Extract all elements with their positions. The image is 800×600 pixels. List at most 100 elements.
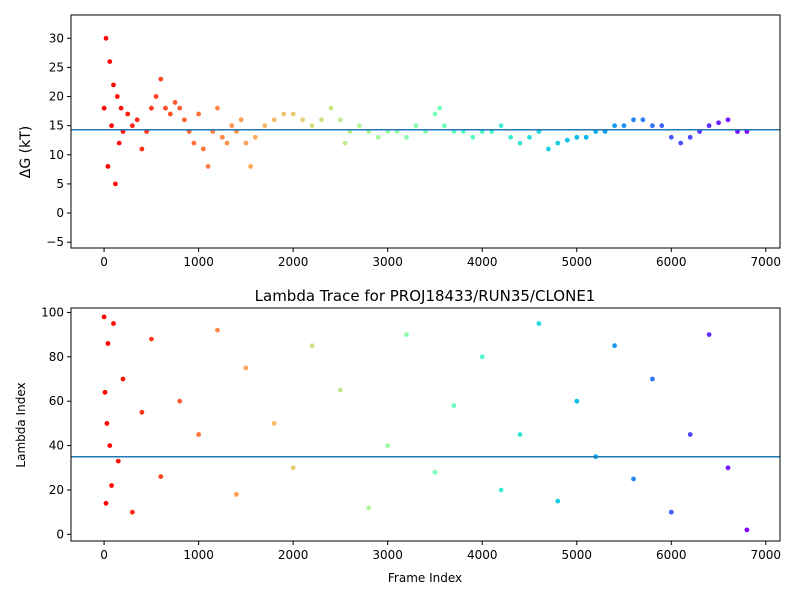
data-point	[114, 94, 120, 99]
data-point	[234, 492, 239, 497]
data-point	[139, 409, 145, 415]
data-point	[200, 146, 206, 152]
x-tick-label: 2000	[278, 548, 309, 562]
data-point	[290, 111, 296, 117]
data-point	[432, 111, 438, 117]
data-point	[120, 376, 126, 382]
data-point	[706, 123, 712, 129]
data-point	[196, 111, 202, 117]
lambda-x-label: Frame Index	[388, 571, 462, 585]
data-point	[564, 137, 570, 143]
x-tick-label: 5000	[561, 255, 592, 269]
x-tick-label: 1000	[183, 548, 214, 562]
data-point	[612, 343, 617, 349]
data-point	[149, 105, 154, 111]
x-tick-label: 2000	[278, 255, 309, 269]
data-point	[105, 341, 111, 346]
data-point	[659, 123, 665, 129]
data-point	[111, 321, 116, 326]
data-point	[479, 354, 485, 360]
y-tick-label: 40	[49, 439, 64, 453]
data-point	[338, 387, 343, 393]
x-tick-label: 5000	[561, 548, 592, 562]
data-point	[631, 117, 636, 123]
data-point	[101, 105, 107, 111]
data-point	[650, 376, 655, 382]
data-point	[338, 117, 343, 123]
y-tick-label: 80	[49, 350, 64, 364]
data-point	[385, 443, 391, 448]
data-point	[105, 164, 111, 169]
x-tick-label: 6000	[656, 255, 687, 269]
data-point	[109, 483, 114, 488]
x-tick-label: 4000	[467, 255, 498, 269]
y-tick-label: 25	[49, 60, 64, 74]
data-point	[574, 398, 580, 404]
delta-g-panel: 0 1000 2000 3000 4000 5000 6000 7000 −5 0 5 10 15 20…	[18, 14, 781, 269]
data-point	[224, 140, 230, 146]
x-tick-label: 7000	[751, 255, 782, 269]
data-point	[109, 123, 114, 129]
delta-g-points	[101, 35, 750, 187]
data-point	[413, 123, 419, 129]
data-point	[687, 134, 693, 140]
data-point	[583, 134, 589, 140]
lambda-y-label: Lambda Index	[14, 382, 28, 467]
y-tick-label: 15	[49, 119, 64, 133]
data-point	[103, 500, 109, 506]
data-point	[103, 35, 109, 41]
data-point	[687, 432, 693, 437]
data-point	[555, 498, 561, 504]
data-point	[508, 134, 513, 140]
data-point	[243, 140, 249, 146]
data-point	[130, 123, 135, 129]
data-point	[115, 458, 121, 464]
data-point	[668, 134, 674, 140]
data-point	[215, 105, 220, 111]
data-point	[309, 343, 315, 349]
lambda-axes-frame	[70, 307, 781, 542]
data-point	[107, 443, 113, 448]
data-point	[215, 327, 220, 333]
data-point	[238, 117, 244, 123]
delta-g-x-ticks: 0 1000 2000 3000 4000 5000 6000 7000	[100, 248, 781, 269]
data-point	[191, 140, 197, 146]
data-point	[640, 117, 646, 123]
y-tick-label: 0	[56, 527, 64, 541]
lambda-points	[101, 314, 750, 533]
data-point	[517, 140, 523, 146]
delta-g-y-ticks: −5 0 5 10 15 20 25 30	[46, 31, 71, 249]
data-point	[706, 332, 712, 337]
data-point	[134, 117, 140, 123]
data-point	[196, 432, 202, 437]
data-point	[451, 403, 457, 408]
data-point	[158, 76, 164, 82]
data-point	[290, 465, 296, 471]
data-point	[621, 123, 627, 129]
data-point	[555, 140, 561, 146]
data-point	[243, 365, 249, 371]
x-tick-label: 1000	[183, 255, 214, 269]
data-point	[163, 105, 168, 111]
x-tick-label: 3000	[372, 255, 403, 269]
data-point	[229, 123, 235, 129]
data-point	[177, 105, 183, 111]
y-tick-label: 20	[49, 90, 64, 104]
data-point	[281, 111, 287, 117]
y-tick-label: 60	[49, 394, 64, 408]
data-point	[725, 117, 731, 123]
data-point	[432, 469, 438, 475]
data-point	[158, 474, 164, 479]
lambda-chart-title: Lambda Trace for PROJ18433/RUN35/CLONE1	[255, 287, 596, 305]
data-point	[172, 100, 178, 105]
data-point	[139, 146, 145, 152]
x-tick-label: 7000	[751, 548, 782, 562]
data-point	[678, 140, 684, 146]
x-tick-label: 4000	[467, 548, 498, 562]
data-point	[149, 336, 154, 342]
data-point	[527, 134, 532, 140]
data-point	[182, 117, 187, 123]
data-point	[271, 421, 277, 426]
y-tick-label: 20	[49, 483, 64, 497]
data-point	[130, 509, 135, 515]
